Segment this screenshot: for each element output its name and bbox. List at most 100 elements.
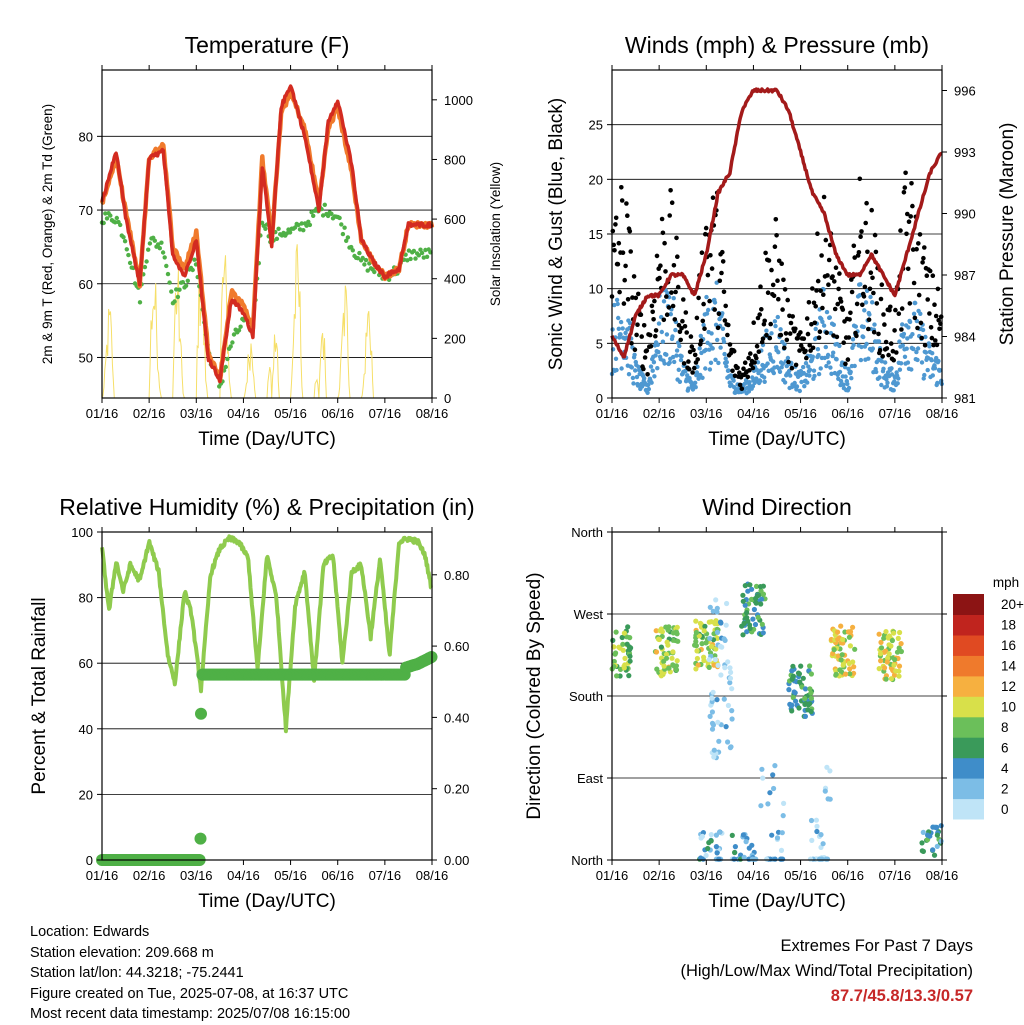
direction-point [714,850,720,856]
gust-point [899,306,905,311]
gust-point [716,311,722,317]
direction-point [807,856,814,862]
direction-point [708,832,714,838]
direction-point [715,662,721,669]
direction-point [889,637,896,644]
dewpoint-point [121,235,126,240]
wind-point [655,342,660,347]
y-tick-label-2-1: 20 [79,787,93,802]
gust-point [925,297,930,302]
wind-point [845,381,850,387]
direction-point [732,849,738,856]
direction-point [817,856,823,862]
gust-point [832,279,837,284]
direction-point [778,847,785,854]
gust-point [722,318,728,323]
wind-point [831,350,836,355]
wind-point [700,375,705,380]
wind-point [914,349,919,355]
gust-point [668,188,673,193]
wind-point [632,352,637,357]
wind-point [731,378,736,383]
direction-point [825,796,831,802]
x-tick-label-2-3: 04/16 [227,868,260,883]
direction-point [933,825,939,831]
y-axis-label-0: 2m & 9m T (Red, Orange) & 2m Td (Green) [40,104,55,364]
direction-point [760,583,767,589]
wind-point [864,341,869,347]
wind-point [909,367,914,372]
gust-point [641,323,647,328]
gust-point [908,214,913,219]
gust-point [927,311,932,316]
wind-point [920,327,926,333]
gust-point [847,317,852,322]
direction-point [809,837,815,844]
direction-point [847,666,853,672]
gust-point [682,324,688,329]
direction-point [744,610,750,616]
wind-point [708,360,714,365]
y2-tick-label-1-0: 981 [954,391,976,406]
direction-point [710,608,716,614]
x-tick-label-3-7: 08/16 [926,868,959,883]
wind-point [648,364,654,369]
gust-point [752,360,757,365]
dewpoint-point [301,228,306,233]
wind-point [747,380,752,385]
direction-point [725,659,731,665]
gust-point [911,280,917,286]
direction-point [835,636,841,642]
direction-point [920,829,926,836]
wind-point [848,369,853,375]
direction-point [723,724,729,730]
x-tick-label-1-5: 06/16 [831,406,864,421]
direction-point [620,641,626,647]
gust-point [672,317,678,322]
wind-point [936,358,941,364]
wind-point [930,351,935,356]
y2-tick-label-0-4: 800 [444,152,466,167]
wind-point [687,375,692,381]
direction-point [627,635,633,641]
direction-point [878,645,885,651]
dewpoint-point [155,242,161,247]
direction-point [694,655,701,662]
wind-point [713,357,718,362]
direction-point [885,655,891,661]
wind-point [937,368,943,373]
wind-point [777,369,783,374]
direction-point [759,766,765,772]
gust-point [754,355,759,361]
direction-point [706,664,712,671]
direction-point [894,649,901,655]
gust-point [935,286,941,292]
gust-point [666,305,672,310]
gust-point [876,331,881,337]
wind-point [650,368,655,373]
wind-point [771,359,776,364]
gust-point [832,306,838,312]
wind-point [874,369,879,375]
gust-point [891,357,896,363]
dewpoint-point [292,225,298,230]
dewpoint-point [339,222,344,227]
x-tick-label-1-2: 03/16 [690,406,723,421]
wind-point [900,322,905,327]
gust-point [712,307,717,312]
dewpoint-point [329,211,334,216]
gust-point [675,284,681,290]
gust-point [698,338,704,344]
dewpoint-point [421,255,426,260]
gust-point [882,322,887,327]
direction-point [831,647,837,653]
direction-point [808,671,815,677]
gust-point [787,331,793,336]
direction-point [820,841,826,847]
gust-point [710,195,716,200]
y-tick-label-2-0: 0 [86,853,93,868]
direction-point [818,832,824,838]
y2-tick-label-2-4: 0.80 [444,568,469,583]
x-tick-label-3-3: 04/16 [737,868,770,883]
gust-point [766,258,772,263]
